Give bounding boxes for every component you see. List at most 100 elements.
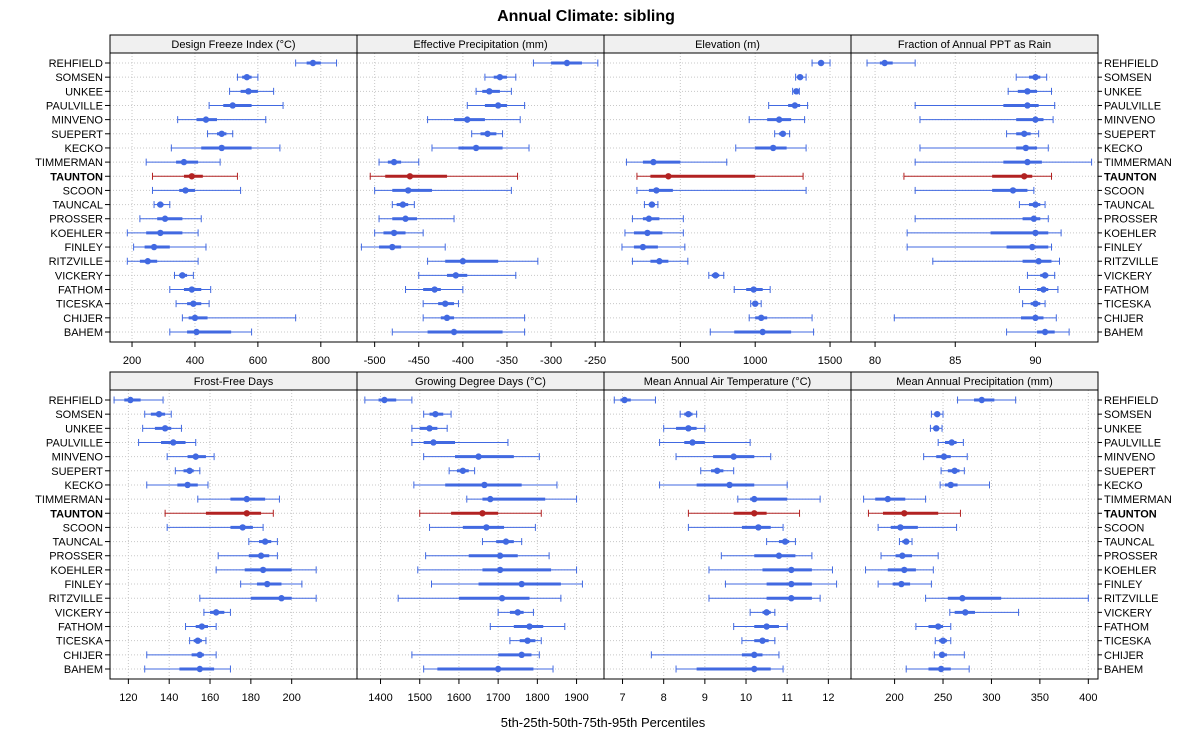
median-point bbox=[389, 243, 396, 251]
x-tick-label: 1500 bbox=[407, 692, 431, 704]
median-point bbox=[494, 102, 502, 109]
panel-border bbox=[356, 52, 605, 343]
panel-border bbox=[603, 389, 852, 680]
x-tick-label: 200 bbox=[885, 692, 903, 704]
panel-title: Growing Degree Days (°C) bbox=[415, 376, 546, 388]
soil-label-left: UNKEE bbox=[65, 423, 103, 435]
panel-2: Elevation (m) 500 1000 1500 bbox=[603, 34, 852, 367]
soil-label-left: PAULVILLE bbox=[46, 100, 103, 112]
soil-label-right: FATHOM bbox=[1104, 285, 1149, 297]
soil-label-left: TICESKA bbox=[56, 299, 104, 311]
median-point bbox=[689, 439, 696, 446]
panel-7: Mean Annual Precipitation (mm) 200 250 300 3… bbox=[850, 371, 1099, 704]
median-point bbox=[481, 481, 488, 489]
median-point bbox=[934, 623, 942, 630]
median-point bbox=[431, 286, 438, 293]
median-point bbox=[978, 396, 985, 404]
panel-0: Design Freeze Index (°C) 200 400 600 800 bbox=[109, 34, 358, 367]
median-point bbox=[184, 481, 191, 489]
soil-label-right: MINVENO bbox=[1104, 115, 1156, 127]
median-point bbox=[191, 314, 199, 322]
median-point bbox=[1032, 201, 1039, 208]
median-point bbox=[563, 59, 571, 67]
median-point bbox=[751, 300, 759, 307]
x-tick-label: 120 bbox=[119, 692, 137, 704]
x-tick-label: -450 bbox=[408, 355, 430, 367]
median-point bbox=[817, 59, 825, 67]
x-tick-label: 250 bbox=[934, 692, 952, 704]
median-point bbox=[430, 439, 437, 446]
median-point bbox=[186, 467, 193, 474]
soil-label-right: SCOON bbox=[1104, 522, 1144, 534]
x-tick-label: 9 bbox=[702, 692, 708, 704]
soil-label-left: REHFIELD bbox=[49, 395, 103, 407]
soil-label-left: FINLEY bbox=[64, 242, 103, 254]
median-point bbox=[486, 88, 493, 95]
soil-label-left: CHIJER bbox=[63, 650, 103, 662]
soil-label-right: TICESKA bbox=[1104, 299, 1152, 311]
soil-label-right: SOMSEN bbox=[1104, 72, 1152, 84]
soil-label-right: TAUNCAL bbox=[1104, 537, 1155, 549]
x-axis-label: 5th-25th-50th-75th-95th Percentiles bbox=[501, 715, 706, 730]
median-point bbox=[639, 243, 647, 251]
soil-label-right: FATHOM bbox=[1104, 622, 1149, 634]
soil-label-right: CHIJER bbox=[1104, 313, 1144, 325]
median-point bbox=[179, 272, 186, 279]
median-point bbox=[781, 538, 789, 545]
median-point bbox=[962, 609, 969, 616]
median-point bbox=[751, 495, 758, 503]
median-point bbox=[939, 637, 947, 644]
x-tick-label: 12 bbox=[822, 692, 834, 704]
median-point bbox=[788, 595, 795, 602]
median-point bbox=[144, 258, 151, 265]
median-point bbox=[1024, 88, 1031, 95]
median-point bbox=[257, 552, 265, 559]
median-point bbox=[498, 595, 506, 602]
soil-label-left: MINVENO bbox=[52, 452, 104, 464]
median-point bbox=[182, 187, 189, 194]
x-tick-label: 400 bbox=[186, 355, 204, 367]
x-tick-label: -250 bbox=[584, 355, 606, 367]
panel-border bbox=[109, 52, 358, 343]
x-tick-label: 1400 bbox=[368, 692, 392, 704]
soil-label-right: BAHEM bbox=[1104, 664, 1143, 676]
median-point bbox=[755, 524, 762, 531]
median-point bbox=[450, 328, 458, 336]
x-tick-label: 400 bbox=[1079, 692, 1097, 704]
median-point bbox=[188, 286, 196, 293]
median-point bbox=[763, 609, 770, 616]
soil-label-left: FATHOM bbox=[58, 622, 103, 634]
median-point bbox=[390, 158, 398, 166]
soil-label-left: FATHOM bbox=[58, 285, 103, 297]
median-point bbox=[779, 130, 787, 137]
median-point bbox=[775, 116, 783, 123]
median-point bbox=[665, 173, 672, 180]
median-point bbox=[751, 510, 758, 517]
soil-label-left: SCOON bbox=[63, 185, 103, 197]
x-tick-label: 85 bbox=[949, 355, 961, 367]
median-point bbox=[901, 566, 908, 574]
soil-label-left: UNKEE bbox=[65, 86, 103, 98]
soil-label-left: TAUNCAL bbox=[52, 537, 103, 549]
soil-label-left: SUEPERT bbox=[51, 466, 103, 478]
median-point bbox=[402, 215, 409, 222]
median-point bbox=[161, 215, 169, 222]
x-tick-label: 90 bbox=[1029, 355, 1041, 367]
panel-border bbox=[850, 389, 1099, 680]
median-point bbox=[518, 651, 525, 659]
soil-label-right: KECKO bbox=[1104, 480, 1143, 492]
median-point bbox=[161, 425, 169, 432]
median-point bbox=[514, 609, 521, 616]
median-point bbox=[496, 566, 504, 574]
soil-label-right: TICESKA bbox=[1104, 636, 1152, 648]
panel-title: Mean Annual Precipitation (mm) bbox=[896, 376, 1053, 388]
soil-label-right: BAHEM bbox=[1104, 327, 1143, 339]
median-point bbox=[243, 510, 250, 517]
soil-label-right: TIMMERMAN bbox=[1104, 157, 1172, 169]
median-point bbox=[788, 580, 795, 588]
median-point bbox=[194, 637, 201, 644]
median-point bbox=[757, 314, 765, 322]
median-point bbox=[475, 453, 482, 460]
x-tick-label: -350 bbox=[496, 355, 518, 367]
median-point bbox=[769, 144, 777, 152]
